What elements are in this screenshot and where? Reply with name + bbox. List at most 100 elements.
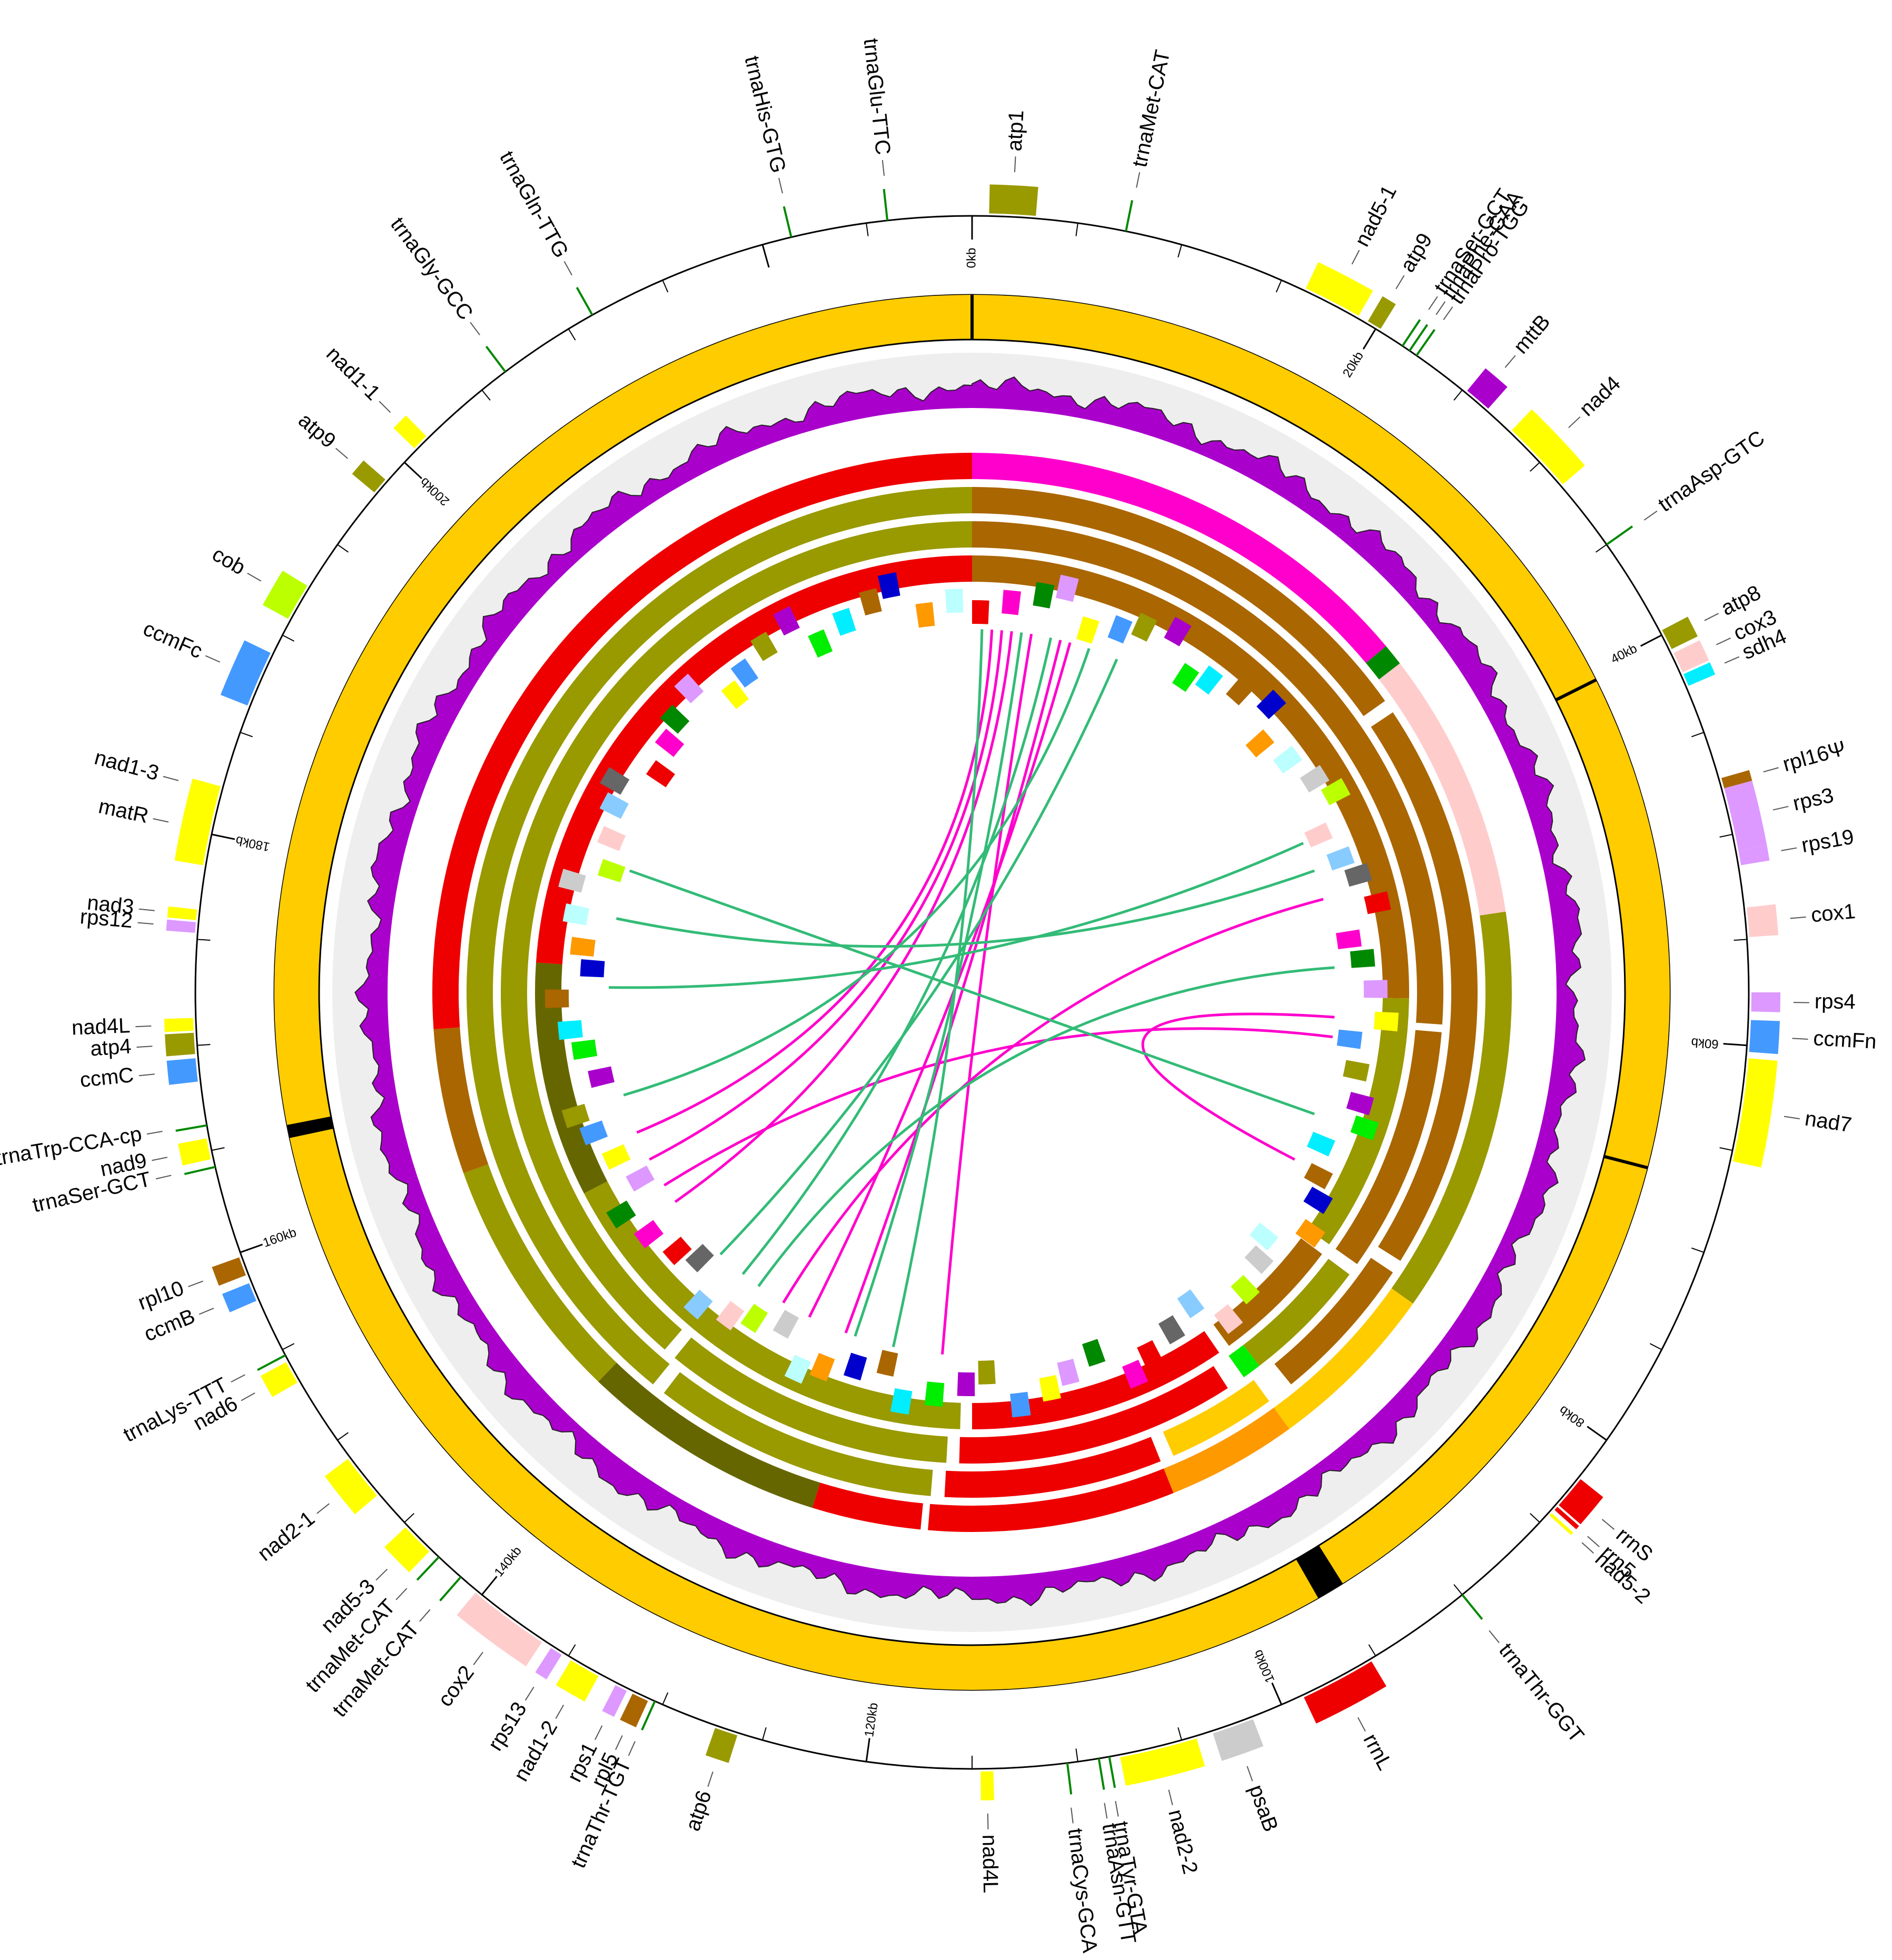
repeat-block xyxy=(597,825,626,851)
scale-label: 20kb xyxy=(1340,349,1366,380)
synteny-segment xyxy=(928,1468,1174,1532)
repeat-block xyxy=(957,1372,975,1396)
label-leader xyxy=(135,1025,152,1028)
repeat-block xyxy=(1172,663,1200,692)
synteny-segment xyxy=(535,962,608,1193)
green-link xyxy=(609,842,1304,989)
repeat-block xyxy=(557,1020,583,1040)
major-tick xyxy=(761,244,770,268)
gene-label-rpl16Ψ: rpl16Ψ xyxy=(1780,737,1849,776)
pink-link xyxy=(1141,1012,1335,1161)
synteny-segment xyxy=(1229,1345,1260,1378)
green-link xyxy=(741,637,1053,1275)
repeat-block xyxy=(1344,863,1372,887)
label-leader xyxy=(1790,916,1806,919)
gene-label-matR: matR xyxy=(96,794,151,828)
repeat-blocks xyxy=(545,572,1399,1418)
repeat-block xyxy=(580,959,605,978)
repeat-block xyxy=(1231,1275,1260,1305)
label-leader xyxy=(138,1073,155,1077)
minor-tick xyxy=(1368,1644,1376,1656)
gene-block xyxy=(980,1771,994,1800)
gene-block xyxy=(620,1694,648,1727)
repeat-block xyxy=(1304,1163,1333,1190)
label-leader xyxy=(1489,1630,1500,1644)
label-leader xyxy=(1357,1717,1366,1732)
repeat-block xyxy=(562,903,590,926)
gene-label-nad4: nad4 xyxy=(1575,372,1625,421)
minor-tick xyxy=(1530,1513,1540,1523)
major-tick xyxy=(1362,328,1376,350)
gene-block xyxy=(1749,1020,1780,1054)
gene-block xyxy=(1662,616,1698,649)
minor-tick xyxy=(1453,390,1463,401)
minor-tick xyxy=(866,223,869,236)
repeat-block xyxy=(859,588,882,616)
trna-mark xyxy=(1097,1758,1105,1790)
synteny-segment xyxy=(1163,1407,1290,1493)
label-leader xyxy=(1435,301,1446,315)
repeat-block xyxy=(877,572,900,599)
gene-block xyxy=(1368,296,1396,329)
repeat-block xyxy=(1107,615,1133,644)
label-leader xyxy=(188,1280,203,1287)
repeat-block xyxy=(1214,1304,1243,1334)
repeat-block xyxy=(1039,1375,1061,1402)
gene-label-trnaGln-TTG: trnaGln-TTG xyxy=(495,147,573,262)
repeat-block xyxy=(570,937,596,957)
gene-block xyxy=(164,1018,194,1032)
label-leader xyxy=(615,1735,623,1750)
gene-label-mttB: mttB xyxy=(1509,310,1555,358)
gene-block xyxy=(222,1283,256,1312)
repeat-block xyxy=(1082,1339,1106,1367)
minor-tick xyxy=(282,1343,295,1350)
label-leader xyxy=(1115,1800,1119,1817)
gene-label-nad2-2: nad2-2 xyxy=(1164,1807,1202,1876)
synteny-segment xyxy=(1213,1238,1322,1346)
label-leader xyxy=(1784,1116,1800,1120)
repeat-block xyxy=(740,1304,768,1334)
gene-label-cob: cob xyxy=(208,542,249,579)
minor-tick xyxy=(240,732,253,738)
gene-label-nad7: nad7 xyxy=(1804,1107,1854,1137)
repeat-block xyxy=(1300,765,1330,793)
gene-block xyxy=(1724,780,1767,851)
gene-block xyxy=(1305,262,1373,316)
minor-tick xyxy=(762,1727,767,1740)
trna-mark xyxy=(485,345,507,373)
synteny-segment xyxy=(675,1337,948,1463)
minor-tick xyxy=(1177,1727,1182,1740)
scale-label: 100kb xyxy=(1251,1648,1277,1685)
trna-mark xyxy=(1108,1756,1116,1788)
minor-tick xyxy=(1530,462,1540,472)
label-leader xyxy=(316,1503,330,1514)
label-leader xyxy=(1763,767,1779,773)
gene-label-nad4L: nad4L xyxy=(71,1014,131,1040)
label-leader xyxy=(1643,510,1658,521)
minor-tick xyxy=(337,1432,349,1441)
label-leader xyxy=(470,322,480,335)
gene-block xyxy=(262,570,308,619)
gene-block xyxy=(457,1593,542,1667)
label-leader xyxy=(1792,1038,1808,1040)
gene-block xyxy=(260,1362,298,1397)
gene-label-cox1: cox1 xyxy=(1810,900,1856,927)
repeat-block xyxy=(684,1289,713,1320)
pink-link xyxy=(782,898,1324,1304)
repeat-block xyxy=(972,600,989,624)
label-leader xyxy=(1601,1519,1615,1530)
synteny-segment xyxy=(944,1437,1161,1498)
gene-block xyxy=(220,640,271,706)
gene-block xyxy=(556,1660,599,1702)
label-leader xyxy=(1395,275,1405,290)
gene-block xyxy=(167,906,197,920)
minor-tick xyxy=(1177,244,1182,258)
label-leader xyxy=(1136,172,1141,188)
gene-label-ccmFn: ccmFn xyxy=(1812,1027,1877,1053)
synteny-rings xyxy=(432,453,1512,1532)
trna-mark xyxy=(782,206,793,237)
minor-tick xyxy=(1453,1584,1463,1595)
repeat-block xyxy=(599,792,629,819)
gene-block xyxy=(393,415,427,449)
